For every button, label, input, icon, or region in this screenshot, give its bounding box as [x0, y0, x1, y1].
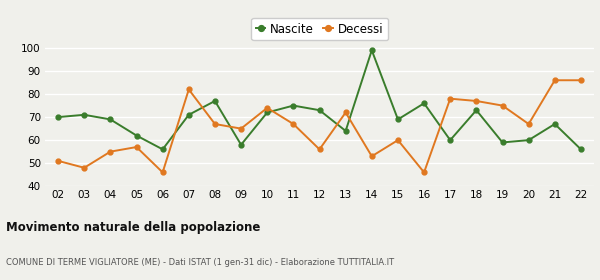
Decessi: [525, 122, 532, 126]
Decessi: [55, 159, 62, 163]
Nascite: [394, 118, 401, 121]
Decessi: [159, 171, 166, 174]
Nascite: [211, 99, 218, 103]
Decessi: [211, 122, 218, 126]
Text: COMUNE DI TERME VIGLIATORE (ME) - Dati ISTAT (1 gen-31 dic) - Elaborazione TUTTI: COMUNE DI TERME VIGLIATORE (ME) - Dati I…: [6, 258, 394, 267]
Decessi: [577, 79, 584, 82]
Nascite: [290, 104, 297, 107]
Nascite: [80, 113, 88, 116]
Nascite: [316, 109, 323, 112]
Nascite: [133, 134, 140, 137]
Decessi: [446, 97, 454, 100]
Nascite: [525, 138, 532, 142]
Nascite: [577, 148, 584, 151]
Decessi: [473, 99, 480, 103]
Legend: Nascite, Decessi: Nascite, Decessi: [251, 18, 388, 40]
Nascite: [551, 122, 559, 126]
Nascite: [368, 49, 376, 52]
Decessi: [238, 127, 245, 130]
Nascite: [499, 141, 506, 144]
Decessi: [80, 166, 88, 169]
Nascite: [107, 118, 114, 121]
Decessi: [185, 88, 193, 91]
Decessi: [342, 111, 349, 114]
Line: Decessi: Decessi: [56, 78, 583, 175]
Nascite: [342, 129, 349, 133]
Decessi: [263, 106, 271, 109]
Nascite: [263, 111, 271, 114]
Text: Movimento naturale della popolazione: Movimento naturale della popolazione: [6, 221, 260, 234]
Nascite: [55, 115, 62, 119]
Nascite: [473, 109, 480, 112]
Decessi: [421, 171, 428, 174]
Decessi: [551, 79, 559, 82]
Nascite: [159, 148, 166, 151]
Nascite: [185, 113, 193, 116]
Nascite: [446, 138, 454, 142]
Decessi: [133, 145, 140, 149]
Decessi: [316, 148, 323, 151]
Line: Nascite: Nascite: [56, 48, 583, 152]
Decessi: [368, 155, 376, 158]
Decessi: [394, 138, 401, 142]
Nascite: [421, 102, 428, 105]
Decessi: [107, 150, 114, 153]
Decessi: [290, 122, 297, 126]
Decessi: [499, 104, 506, 107]
Nascite: [238, 143, 245, 146]
